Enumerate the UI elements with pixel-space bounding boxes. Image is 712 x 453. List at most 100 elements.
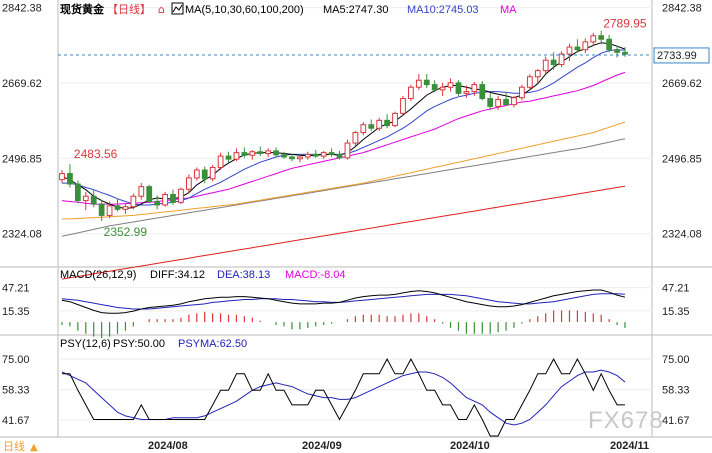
candle-body [209,166,216,180]
candle-body [606,38,613,51]
candle [162,191,168,207]
candle-body [289,156,295,160]
last-price-label: 2733.99 [657,50,697,62]
candle-body [447,82,454,88]
psy-value: PSY:50.00 [113,338,165,350]
grid-lines [58,7,652,421]
diff-line [61,289,626,314]
candle-body [328,152,335,155]
macd-diff-value: DIFF:34.12 [150,269,205,281]
candle-body [297,156,303,160]
low-annotation: 2352.99 [104,225,148,239]
candle-body [392,112,398,127]
candle [114,198,121,212]
candle [360,122,367,136]
candle [281,151,287,159]
candle [241,147,248,158]
candle [154,195,161,210]
candle-body [511,97,517,106]
candle-body [558,53,565,66]
candle-body [225,155,232,160]
candle-body [114,205,121,210]
candle [233,148,240,162]
candle-body [519,86,525,99]
macd-label: MACD(26,12,9) [60,269,136,281]
lock-icon[interactable]: ⌂ [158,3,165,16]
candle [336,150,343,160]
candle-body [106,205,113,216]
candle-body [193,169,200,179]
candle-body [471,84,478,93]
candle [257,146,264,157]
candle [598,30,605,45]
psy-label: PSY(12,6) [60,338,111,350]
candle-body [265,150,272,154]
macd-tick-left: 15.35 [2,306,30,318]
tab-arrow-icon[interactable]: ▲ [30,442,38,453]
candle-body [590,35,597,43]
psyma-line [61,369,626,426]
candle-body [487,98,494,107]
candle-body [312,153,319,157]
macd-tick-right: 15.35 [662,306,690,318]
candle-body [162,193,168,206]
candle [217,152,224,171]
candle [606,34,613,53]
candle-body [281,154,287,158]
chart-frame [0,0,712,438]
candle-body [384,119,390,127]
candle [574,39,581,53]
candle [209,164,216,182]
candle [566,43,573,62]
psy-panel [61,358,626,437]
ma10-value: MA10:2745.03 [407,4,479,16]
candle [106,201,113,219]
candle [265,148,272,157]
candle-body [122,206,129,210]
candle [98,199,105,222]
candle-body [67,173,73,185]
candle [590,32,597,47]
price-tick-left: 2669.62 [2,78,42,90]
macd-tick-right: 47.21 [662,283,690,295]
candle-body [582,41,589,51]
candle [90,189,97,208]
candle [376,117,383,131]
candle-body [352,132,359,144]
period-tab[interactable] [0,438,44,453]
candle-body [503,98,509,106]
macd-dea-value: DEA:38.13 [217,269,270,281]
candle-body [614,49,620,53]
macd-panel [61,289,626,339]
candle-body [170,193,176,203]
candle [67,164,73,188]
candle-body [344,142,351,159]
candle-body [82,195,89,202]
candle [312,150,319,158]
candle-body [98,203,105,216]
ma60-line [62,121,626,220]
candle [201,166,208,184]
candle-body [439,86,446,91]
price-tick-right: 2324.08 [662,229,702,241]
candle [542,56,549,75]
price-tick-right: 2842.38 [662,3,702,15]
psy-line [62,358,625,437]
candle [479,81,486,101]
candle-body [423,79,430,86]
ma30-line [61,71,626,205]
ma200-line [61,185,626,280]
period-tab-label[interactable]: 日线 [3,439,25,453]
price-tick-left: 2842.38 [2,3,42,15]
candle [582,38,589,54]
candle-body [59,173,65,181]
ma-settings-icon[interactable] [171,2,184,15]
candle [328,148,335,157]
candle-body [431,84,438,91]
candle [297,154,303,163]
candle [193,167,200,181]
candle-body [249,151,256,156]
candle-body [130,195,137,208]
candle [384,114,390,129]
